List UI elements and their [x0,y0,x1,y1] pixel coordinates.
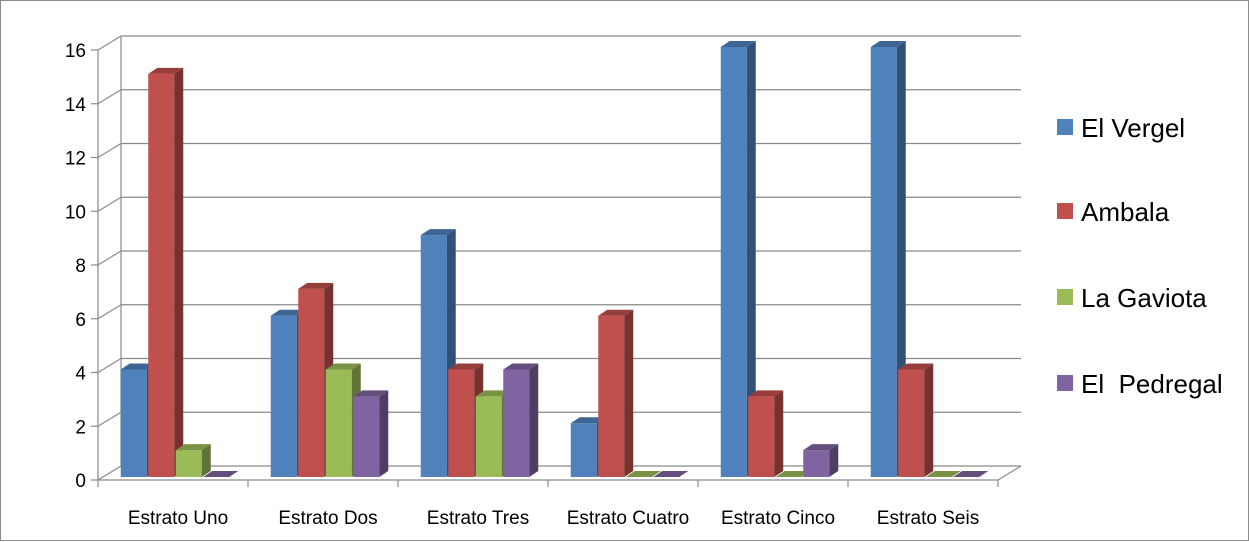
legend-label: Ambala [1081,197,1170,227]
floor-edge [997,465,1022,481]
bar [175,444,211,477]
side-gridline [97,357,122,374]
bar [420,229,456,477]
x-tick-label: Estrato Seis [877,508,979,529]
x-tick-label: Estrato Dos [278,508,377,529]
y-tick-label: 14 [65,95,87,116]
side-gridline [97,465,122,481]
legend-swatch [1057,203,1073,219]
y-tick-labels: 0 2 4 6 8 10 12 14 16 [65,41,87,492]
legend-label: La Gaviota [1081,283,1207,313]
y-tick-label: 6 [75,310,86,331]
y-tick-label: 10 [65,202,86,223]
bar [953,471,989,477]
legend-swatch [1057,375,1073,391]
side-gridline [97,411,122,427]
y-tick-label: 2 [75,417,86,438]
bar [748,390,784,477]
bar [653,471,689,477]
side-gridline [97,196,122,212]
side-gridline [97,142,122,159]
bar [925,471,961,477]
legend: El Vergel Ambala La Gaviota El Pedregal [1057,113,1223,399]
y-tick-label: 8 [75,256,86,277]
bars [120,41,989,477]
bar [625,471,661,477]
bar [148,67,184,477]
legend-swatch [1057,289,1073,305]
legend-label: El Pedregal [1081,369,1223,399]
bar [720,41,756,477]
bar [775,471,811,477]
x-tick-label: Estrato Cinco [721,508,835,529]
side-gridline [97,89,122,105]
axes [91,49,1022,487]
x-tick-labels: Estrato Uno Estrato Dos Estrato Tres Estrat… [128,508,979,529]
y-tick-label: 4 [75,364,86,385]
side-gridline [97,35,122,51]
bar [898,363,934,477]
bar [203,471,239,477]
y-tick-label: 0 [75,471,86,492]
side-gridline [97,304,122,320]
bar [598,309,634,477]
bar [503,363,539,477]
x-tick-label: Estrato Uno [128,508,228,529]
bar [803,444,839,477]
y-tick-label: 12 [65,149,86,170]
x-tick-label: Estrato Tres [427,508,529,529]
legend-label: El Vergel [1081,113,1185,143]
legend-swatch [1057,119,1073,135]
bar [353,390,389,477]
y-tick-label: 16 [65,41,86,62]
x-tick-label: Estrato Cuatro [567,508,690,529]
side-gridline [97,250,122,266]
